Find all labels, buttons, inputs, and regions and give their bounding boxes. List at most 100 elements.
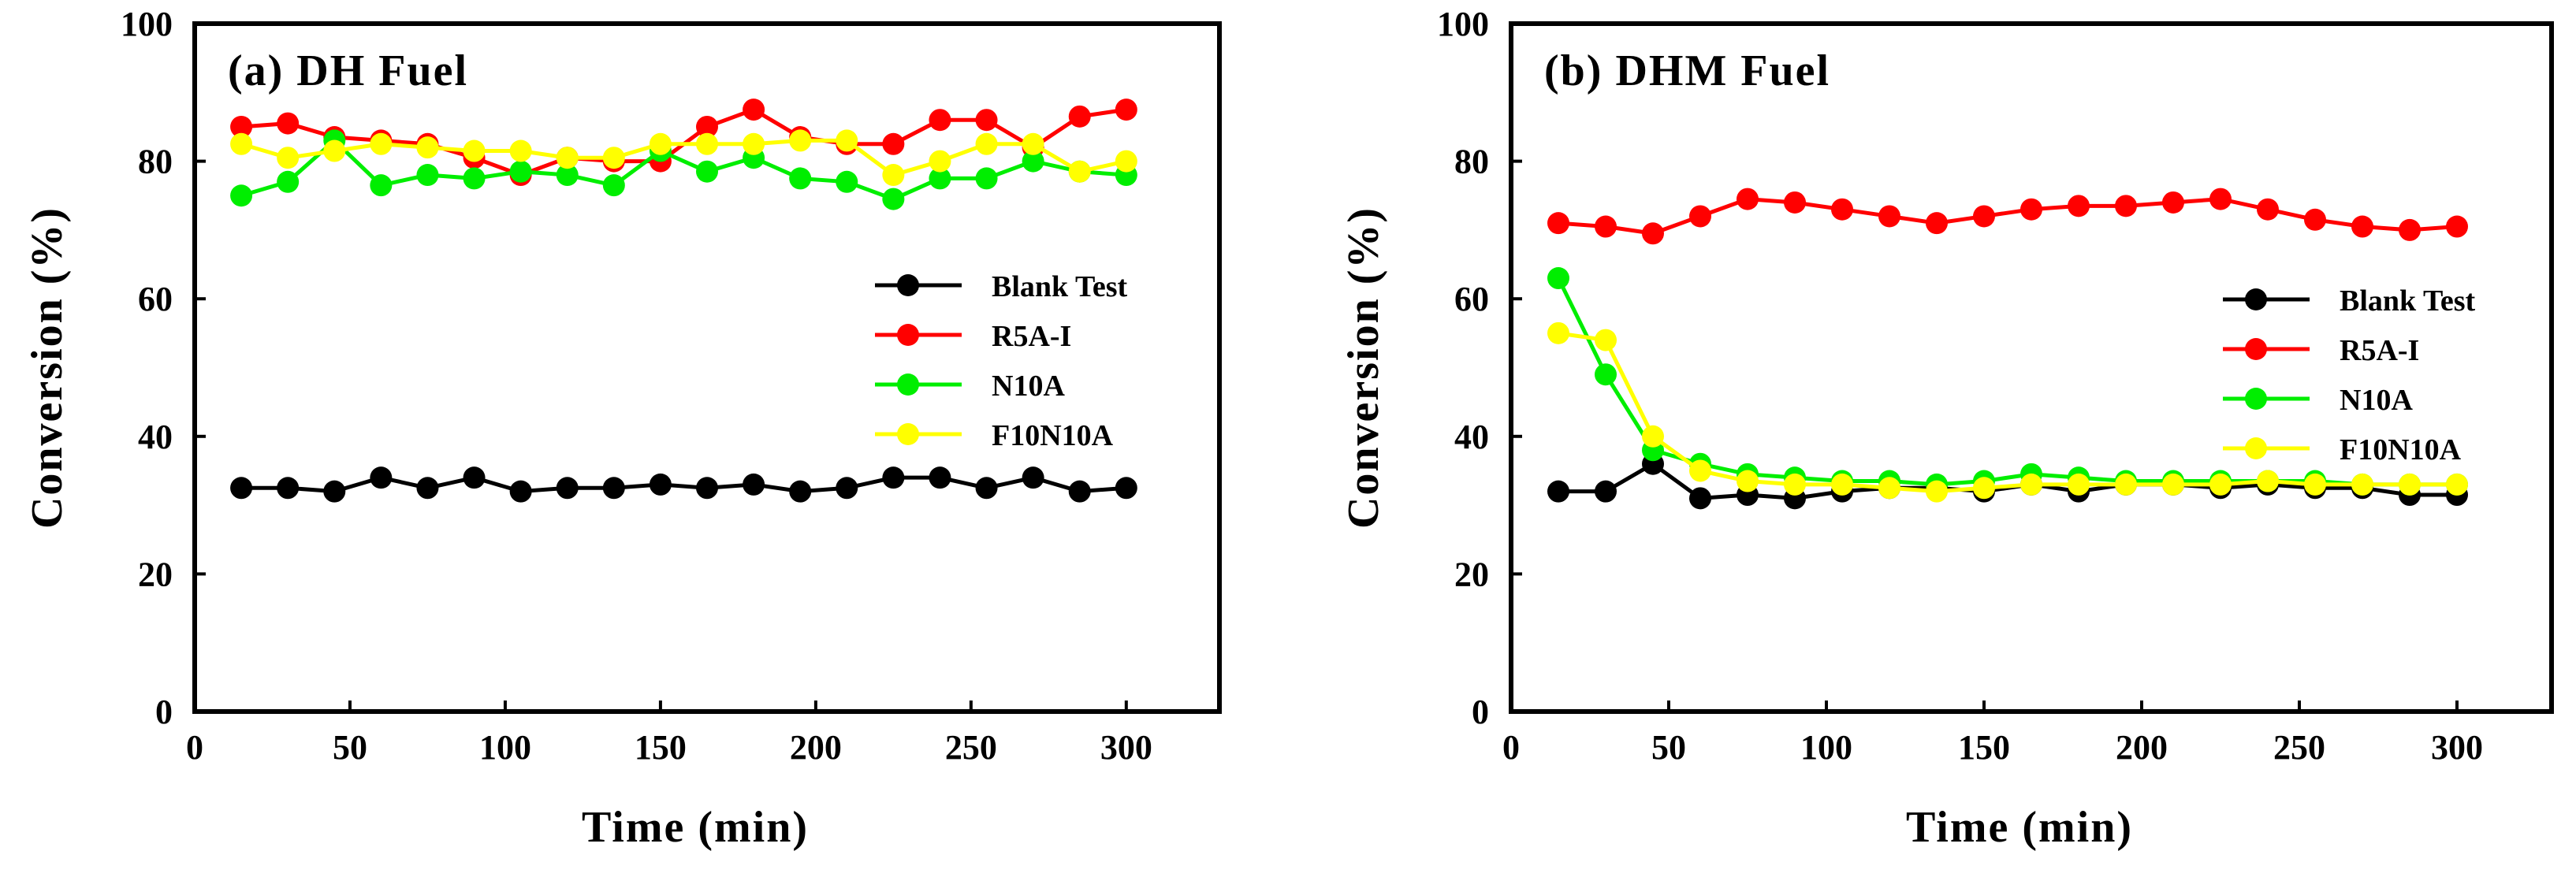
- panel-title: (a) DH Fuel: [228, 46, 468, 95]
- data-point: [1022, 466, 1044, 489]
- legend-marker: [2245, 437, 2267, 459]
- data-point: [836, 129, 858, 152]
- data-point: [882, 132, 905, 155]
- data-point: [649, 473, 672, 496]
- data-point: [975, 132, 998, 155]
- data-point: [2399, 473, 2421, 496]
- x-axis-label: Time (min): [1906, 803, 2133, 852]
- data-point: [882, 188, 905, 210]
- data-point: [1022, 150, 1044, 173]
- legend-label: R5A-I: [992, 320, 1071, 353]
- data-point: [929, 167, 951, 190]
- data-point: [2304, 473, 2326, 496]
- y-tick-label: 80: [138, 143, 173, 181]
- panel-title: (b) DHM Fuel: [1544, 46, 1830, 95]
- x-tick-label: 100: [479, 728, 531, 767]
- legend-marker: [897, 373, 919, 396]
- data-point: [1595, 329, 1617, 351]
- legend-label: N10A: [2340, 384, 2413, 417]
- data-point: [277, 477, 300, 500]
- data-point: [509, 160, 532, 183]
- legend-label: F10N10A: [992, 419, 1114, 452]
- legend-label: R5A-I: [2340, 334, 2419, 367]
- data-point: [2020, 198, 2042, 221]
- y-tick-label: 0: [1472, 693, 1489, 731]
- data-point: [2115, 195, 2137, 217]
- data-point: [1068, 160, 1091, 183]
- data-point: [975, 167, 998, 190]
- data-point: [975, 109, 998, 132]
- data-point: [1689, 459, 1711, 482]
- data-point: [696, 132, 718, 155]
- x-tick-label: 50: [333, 728, 367, 767]
- legend-label: Blank Test: [2340, 284, 2475, 318]
- plot-frame: [1509, 21, 2554, 714]
- data-point: [1831, 473, 1853, 496]
- data-point: [556, 164, 579, 187]
- legend-label: F10N10A: [2340, 433, 2462, 466]
- data-point: [509, 480, 532, 503]
- x-tick-label: 0: [186, 728, 203, 767]
- data-point: [1022, 132, 1044, 155]
- data-point: [2257, 470, 2279, 492]
- series-line-n10a: [1556, 277, 2457, 487]
- data-point: [509, 139, 532, 162]
- data-point: [743, 98, 765, 121]
- data-point: [2209, 473, 2232, 496]
- y-tick-label: 20: [1454, 555, 1489, 593]
- y-axis-label: Conversion (%): [1339, 206, 1388, 529]
- data-point: [1784, 191, 1806, 214]
- legend-marker: [2245, 338, 2267, 360]
- legend-marker: [2245, 288, 2267, 310]
- y-tick-label: 100: [121, 5, 173, 43]
- data-point: [230, 132, 253, 155]
- data-point: [929, 150, 951, 173]
- data-point: [602, 174, 625, 197]
- data-point: [323, 480, 346, 503]
- data-point: [370, 466, 393, 489]
- data-point: [929, 109, 951, 132]
- data-point: [882, 466, 905, 489]
- data-point: [2399, 218, 2421, 241]
- x-tick-label: 150: [635, 728, 687, 767]
- data-point: [2446, 473, 2468, 496]
- y-axis-label: Conversion (%): [23, 206, 72, 529]
- data-point: [743, 473, 765, 496]
- data-point: [1115, 477, 1137, 500]
- data-point: [1595, 363, 1617, 386]
- x-tick-label: 200: [2116, 728, 2168, 767]
- data-point: [789, 167, 812, 190]
- y-tick-label: 60: [1454, 280, 1489, 318]
- data-point: [416, 477, 439, 500]
- x-tick-label: 100: [1800, 728, 1852, 767]
- data-point: [230, 477, 253, 500]
- data-point: [1547, 212, 1569, 235]
- data-point: [2446, 215, 2468, 238]
- data-point: [649, 132, 672, 155]
- x-tick-label: 150: [1958, 728, 2010, 767]
- x-tick-label: 0: [1502, 728, 1520, 767]
- data-point: [1784, 473, 1806, 496]
- data-point: [1689, 487, 1711, 510]
- data-point: [789, 480, 812, 503]
- data-point: [696, 477, 718, 500]
- data-point: [1115, 150, 1137, 173]
- data-point: [1878, 205, 1900, 228]
- data-point: [1737, 470, 1759, 492]
- data-point: [463, 139, 486, 162]
- data-point: [1642, 222, 1664, 245]
- x-tick-label: 250: [2273, 728, 2325, 767]
- y-tick-label: 0: [155, 693, 173, 731]
- data-point: [1973, 477, 1995, 500]
- data-point: [929, 466, 951, 489]
- data-point: [1595, 215, 1617, 238]
- data-point: [1689, 205, 1711, 228]
- x-tick-label: 300: [2431, 728, 2483, 767]
- data-point: [975, 477, 998, 500]
- data-point: [789, 129, 812, 152]
- panel-a: 0 50 100 150 200 250 300 0 20 40 60 80 100 Time (min)…: [23, 5, 1222, 852]
- data-point: [416, 164, 439, 187]
- plot-frame: [192, 21, 1222, 714]
- data-point: [463, 167, 486, 190]
- x-tick-label: 250: [945, 728, 997, 767]
